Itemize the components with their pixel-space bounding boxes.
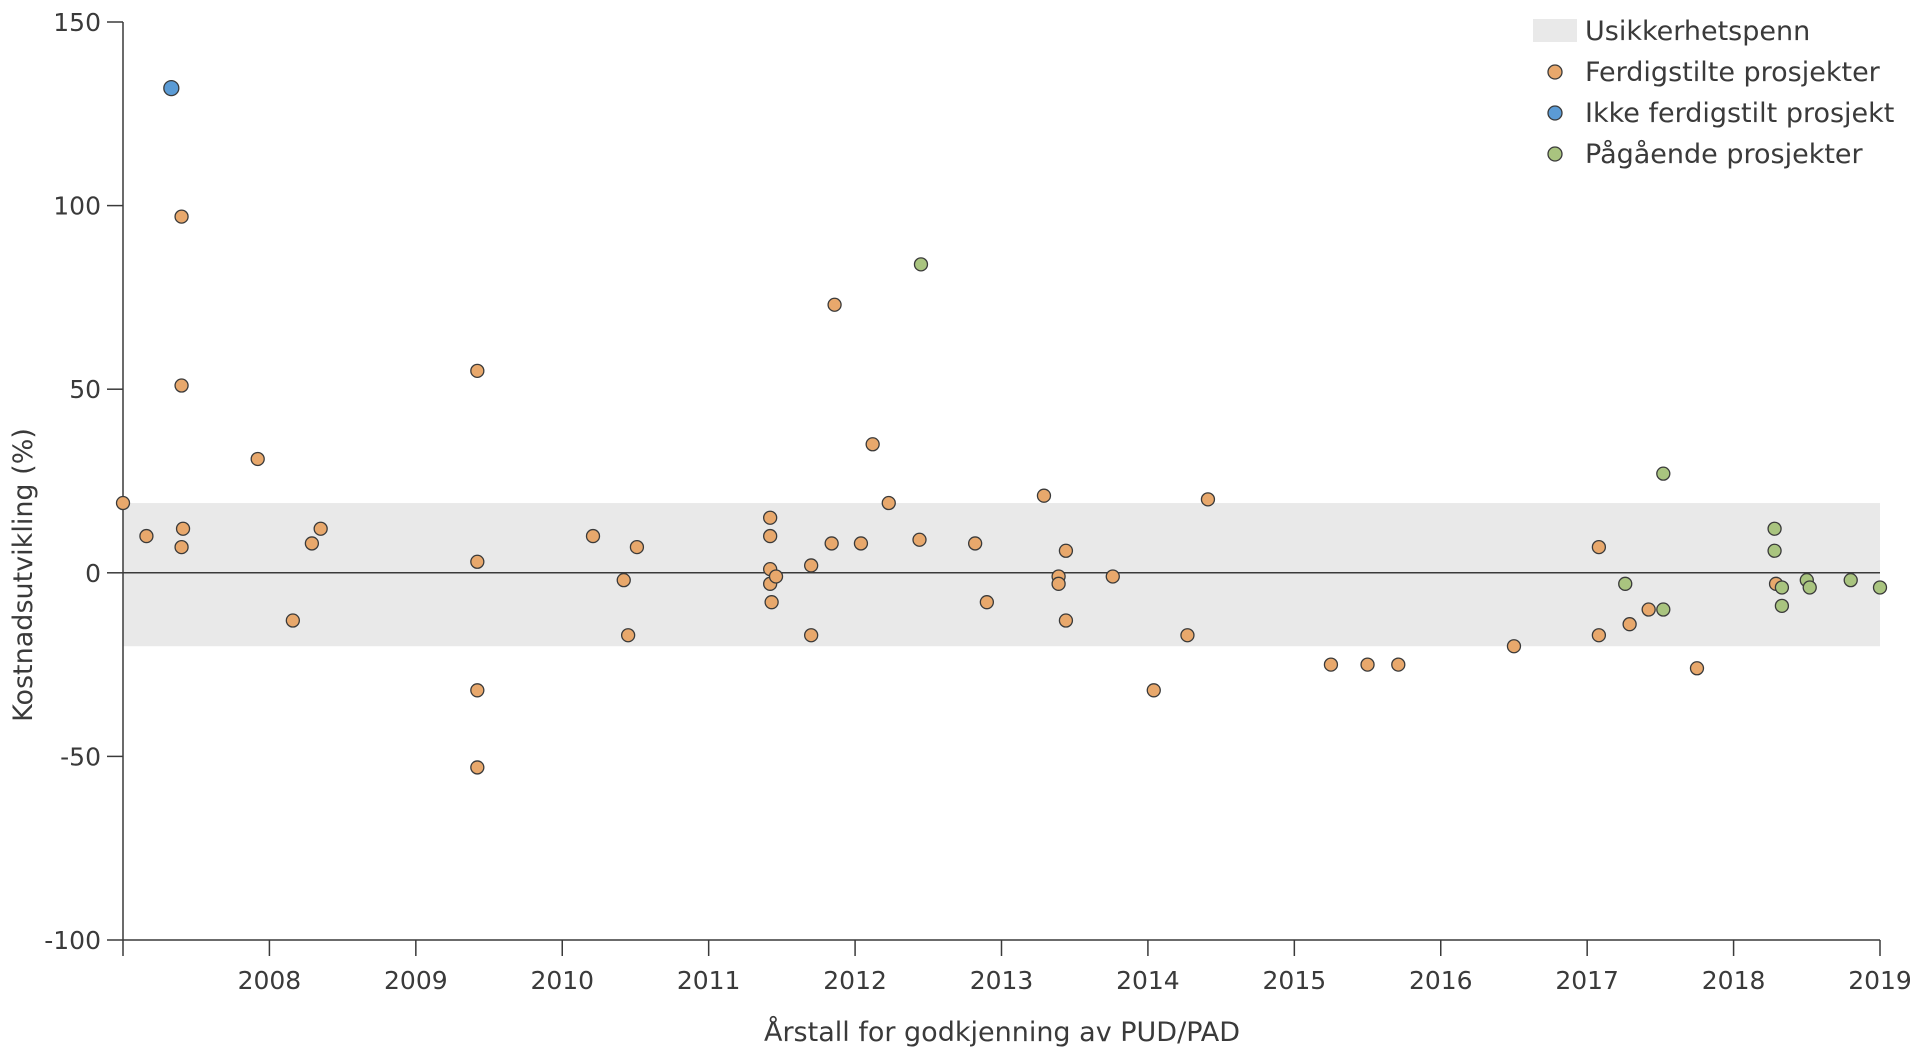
uncertainty-band [123,503,1880,647]
data-point [913,257,929,272]
data-point [1656,466,1671,481]
data-point [470,683,485,698]
data-point [304,536,320,551]
y-tick-label: 50 [69,375,101,404]
x-tick-label: 2013 [970,966,1034,995]
data-point [763,528,778,544]
legend-marker-pagaende [1547,146,1563,162]
data-point [250,451,265,467]
data-point [470,760,485,775]
data-point [1618,576,1633,591]
data-point [470,363,485,378]
data-point [763,510,778,525]
data-point [1391,657,1406,672]
legend-label-ikke-ferdigstilt: Ikke ferdigstilt prosjekt [1585,98,1894,129]
data-point [616,572,631,588]
data-points [115,79,1888,775]
data-point [1200,492,1216,507]
legend-marker-ikke-ferdigstilt [1547,105,1563,121]
legend-label-ferdigstilte: Ferdigstilte prosjekter [1585,57,1881,88]
x-tick-label: 2019 [1848,966,1912,995]
data-point [1843,572,1858,588]
data-point [174,378,189,393]
data-point [313,521,328,536]
data-point [139,528,154,544]
data-point [804,558,819,573]
data-point [470,554,485,569]
data-point [1036,488,1052,503]
data-point [1774,598,1790,613]
data-point [1058,613,1074,628]
data-point [115,495,131,511]
data-point [764,595,779,610]
data-point [163,79,180,97]
data-point [174,539,189,555]
data-point [1105,569,1120,584]
data-point [1656,602,1671,617]
data-point [1689,661,1705,676]
x-tick-label: 2017 [1555,966,1619,995]
data-point [585,528,601,544]
x-tick-label: 2015 [1263,966,1327,995]
x-tick-label: 2011 [677,966,741,995]
data-point [1180,628,1195,643]
x-axis-title: Årstall for godkjenning av PUD/PAD [764,1016,1240,1048]
data-point [1146,683,1161,698]
x-axis: 2008 2009 2010 2011 2012 2013 2014 2015 2016 2017… [122,939,1912,995]
x-tick-label: 2010 [530,966,594,995]
x-tick-label: 2018 [1702,966,1766,995]
legend: Usikkerhetspenn Ferdigstilte prosjekter … [1533,16,1894,170]
x-tick-label: 2016 [1409,966,1473,995]
data-point [1058,543,1074,558]
data-point [912,532,927,547]
x-tick-label: 2014 [1116,966,1180,995]
data-point [1622,617,1637,632]
data-point [824,536,839,551]
y-axis-title: Kostnadsutvikling (%) [8,428,39,722]
legend-label-pagaende: Pågående prosjekter [1585,139,1864,170]
data-point [285,613,300,628]
data-point [1591,628,1607,643]
data-point [768,569,784,584]
y-tick-label: 150 [53,8,101,37]
data-point [1323,657,1339,672]
data-point [1767,521,1782,536]
data-point [1767,543,1782,558]
data-point [1872,580,1888,595]
data-point [1051,576,1066,591]
data-point [881,495,896,511]
data-point [174,209,189,224]
y-tick-label: 100 [53,192,101,221]
data-point [804,628,819,643]
data-point [1774,580,1790,595]
data-point [1506,639,1522,654]
data-point [629,539,645,555]
data-point [853,536,869,551]
y-tick-label: -50 [60,742,101,771]
legend-marker-ferdigstilte [1547,64,1563,80]
data-point [1591,539,1607,555]
data-point [1802,580,1817,595]
legend-label-band: Usikkerhetspenn [1585,16,1810,47]
y-tick-label: -100 [44,926,101,955]
data-point [979,595,995,610]
x-tick-label: 2008 [238,966,302,995]
data-point [175,521,191,536]
data-point [620,628,636,643]
x-tick-label: 2012 [823,966,887,995]
data-point [1641,602,1656,617]
x-tick-label: 2009 [384,966,448,995]
data-point [827,297,842,312]
data-point [1360,657,1375,672]
data-point [865,437,880,452]
y-tick-label: 0 [85,559,101,588]
data-point [967,536,983,551]
y-axis: -100 -50 0 50 100 150 [44,8,124,955]
legend-swatch-band [1533,19,1577,42]
